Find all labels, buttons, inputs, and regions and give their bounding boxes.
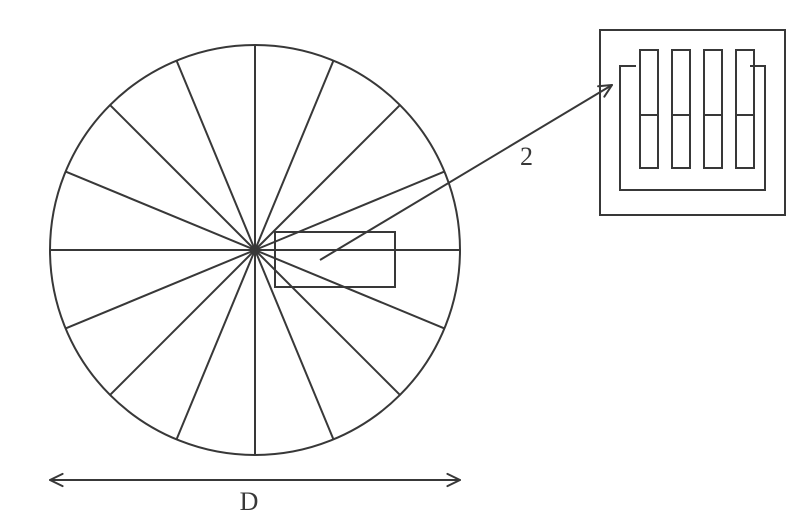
diameter-label: D (240, 487, 259, 516)
diameter-arrow: D (50, 474, 460, 516)
sample-region-rect (275, 232, 395, 287)
callout-arrow: 2 (320, 85, 612, 260)
panel-u-outline (620, 66, 765, 190)
panel-finger (736, 50, 754, 168)
detail-panel (600, 30, 785, 215)
callout-label: 2 (520, 142, 533, 171)
panel-finger (704, 50, 722, 168)
spoked-circle (50, 45, 460, 455)
panel-finger (672, 50, 690, 168)
panel-finger (640, 50, 658, 168)
